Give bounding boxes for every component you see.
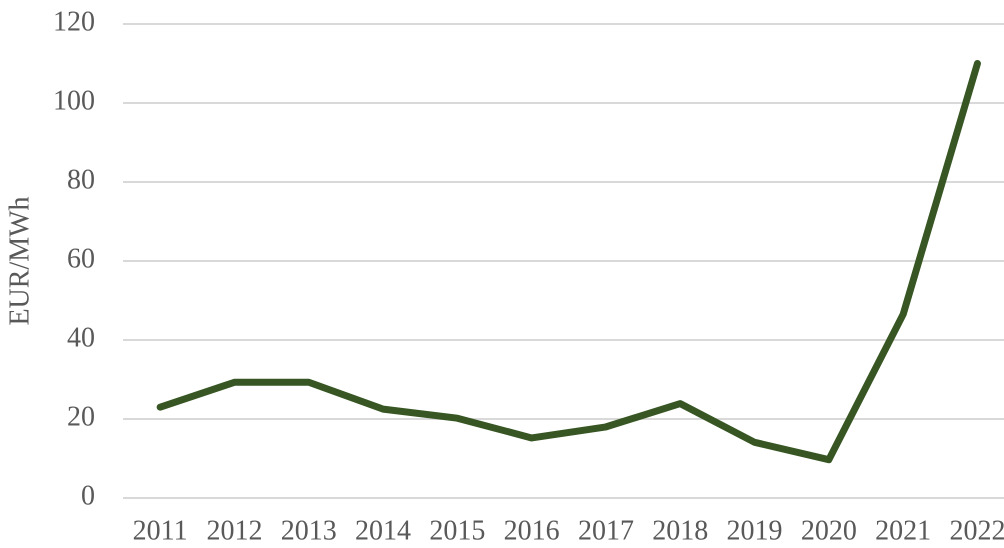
x-tick-label: 2016 — [504, 515, 560, 546]
y-tick-label: 60 — [67, 243, 95, 274]
x-tick-label: 2020 — [801, 515, 857, 546]
y-tick-label: 100 — [53, 85, 95, 116]
data-line — [156, 60, 981, 464]
x-tick-label: 2014 — [355, 515, 411, 546]
y-tick-label: 80 — [67, 164, 95, 195]
x-tick-label: 2022 — [949, 515, 1004, 546]
y-tick-label: 40 — [67, 322, 95, 353]
x-tick-label: 2015 — [429, 515, 485, 546]
y-tick-label: 20 — [67, 401, 95, 432]
x-tick-label: 2011 — [133, 515, 188, 546]
x-tick-label: 2012 — [206, 515, 262, 546]
x-tick-label: 2018 — [652, 515, 708, 546]
x-tick-label: 2021 — [875, 515, 931, 546]
y-tick-label: 120 — [53, 6, 95, 37]
y-axis-label: EUR/MWh — [4, 196, 35, 325]
y-tick-label: 0 — [81, 480, 95, 511]
x-tick-label: 2017 — [578, 515, 634, 546]
x-tick-label: 2019 — [727, 515, 783, 546]
x-tick-label: 2013 — [281, 515, 337, 546]
